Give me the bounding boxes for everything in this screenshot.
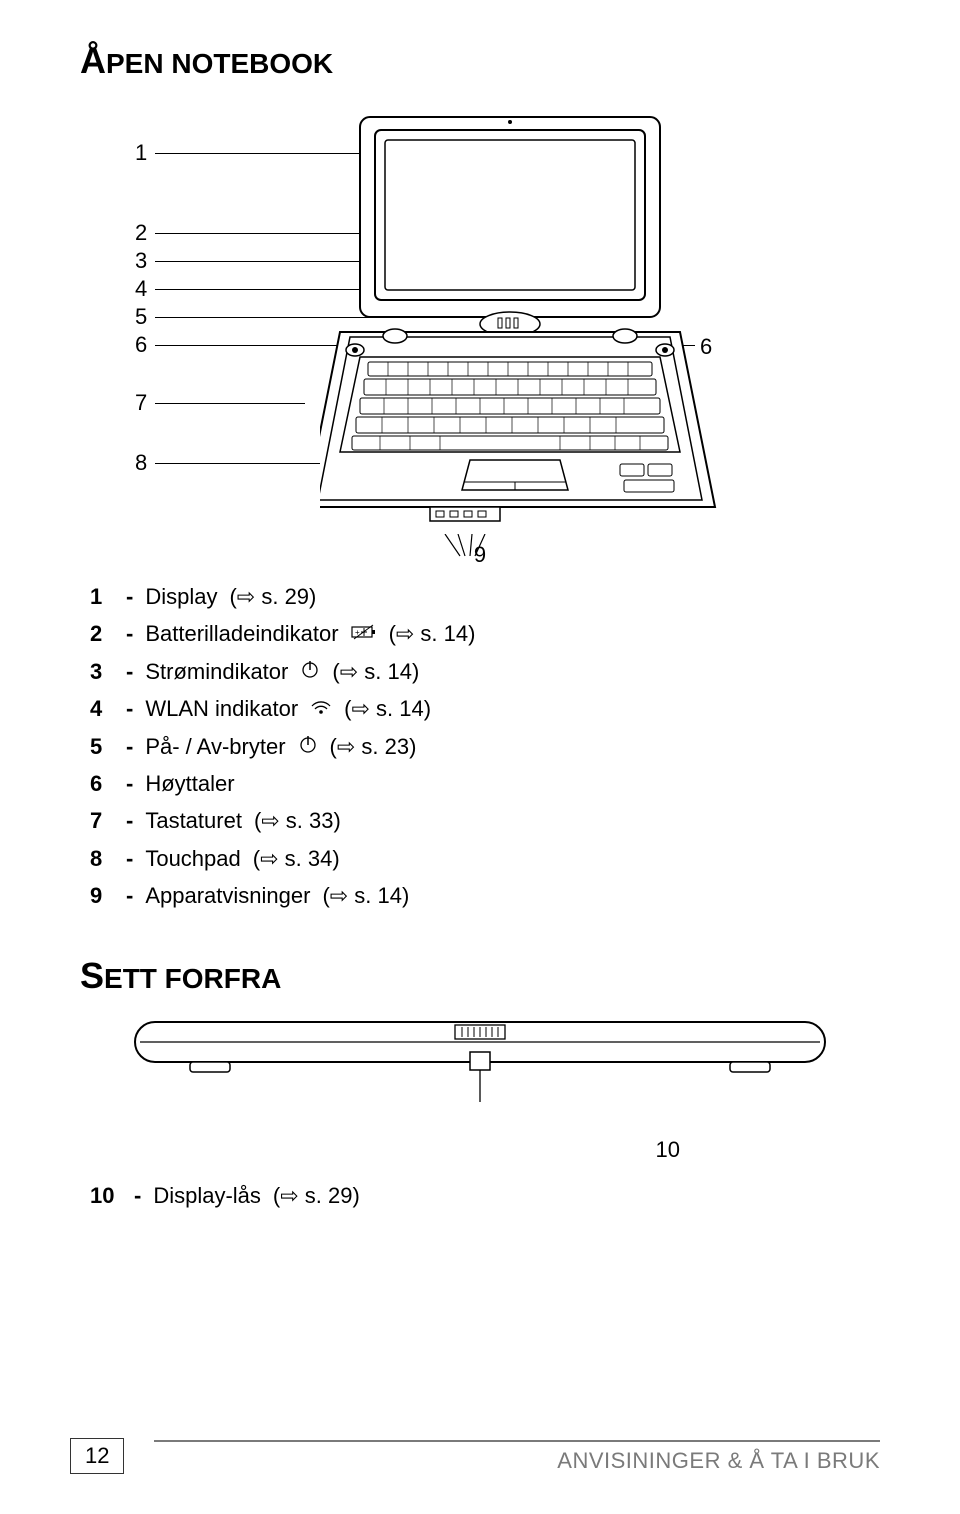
battery-icon: +: [351, 615, 377, 652]
section-title: ÅPEN NOTEBOOK: [80, 40, 880, 82]
legend-ref: (⇨ s. 33): [254, 802, 341, 839]
legend-item: 7 - Tastaturet (⇨ s. 33): [90, 802, 880, 839]
legend-num: 6: [90, 765, 114, 802]
dash: -: [126, 728, 133, 765]
legend-num: 2: [90, 615, 114, 652]
legend-item: 4 - WLAN indikator (⇨ s. 14): [90, 690, 880, 727]
open-notebook-diagram: 1 2 3 4 5 6 7 8 6: [80, 102, 880, 532]
dash: -: [126, 653, 133, 690]
leader-6l: [155, 345, 345, 346]
legend-item: 2 - Batterilladeindikator + (⇨ s. 14): [90, 615, 880, 652]
legend-text: Touchpad: [145, 840, 240, 877]
callout-6-left: 6: [135, 334, 147, 356]
legend-item: 3 - Strømindikator (⇨ s. 14): [90, 653, 880, 690]
legend-text: På- / Av-bryter: [145, 728, 285, 765]
legend-num: 9: [90, 877, 114, 914]
legend-num: 5: [90, 728, 114, 765]
legend-num: 7: [90, 802, 114, 839]
legend-text: Batterilladeindikator: [145, 615, 338, 652]
title-rest: PEN NOTEBOOK: [106, 48, 333, 79]
legend-ref: (⇨ s. 14): [322, 877, 409, 914]
legend-ref: (⇨ s. 29): [229, 578, 316, 615]
dash: -: [126, 840, 133, 877]
section-subtitle: SETT FORFRA: [80, 955, 880, 997]
manual-page: ÅPEN NOTEBOOK 1 2 3 4 5 6 7 8 6: [0, 0, 960, 1514]
legend-text: Display: [145, 578, 217, 615]
dash: -: [126, 578, 133, 615]
callout-1: 1: [135, 142, 147, 164]
dash: -: [134, 1183, 141, 1209]
legend-ref: (⇨ s. 34): [253, 840, 340, 877]
dash: -: [126, 877, 133, 914]
legend-text: Tastaturet: [145, 802, 242, 839]
legend-text: Strømindikator: [145, 653, 288, 690]
callout-5: 5: [135, 306, 147, 328]
title-first-letter: Å: [80, 40, 106, 81]
dash: -: [126, 765, 133, 802]
leader-7: [155, 403, 305, 404]
wlan-icon: [310, 690, 332, 727]
callout-7: 7: [135, 392, 147, 414]
callout-10-area: 10: [80, 1137, 880, 1163]
legend-item: 5 - På- / Av-bryter (⇨ s. 23): [90, 728, 880, 765]
footer-title: ANVISININGER & Å TA I BRUK: [154, 1440, 880, 1474]
callout-3: 3: [135, 250, 147, 272]
legend-item: 9 - Apparatvisninger (⇨ s. 14): [90, 877, 880, 914]
callout-9-area: 9: [80, 542, 880, 568]
legend-item: 1 - Display (⇨ s. 29): [90, 578, 880, 615]
subtitle-first-letter: S: [80, 955, 104, 996]
dash: -: [126, 802, 133, 839]
subtitle-rest: ETT FORFRA: [104, 963, 281, 994]
callout-8: 8: [135, 452, 147, 474]
legend-text: Display-lås: [153, 1183, 261, 1209]
legend-ref: (⇨ s. 29): [273, 1183, 360, 1209]
laptop-svg: [320, 112, 720, 532]
legend-item: 6 - Høyttaler: [90, 765, 880, 802]
power-icon: [300, 653, 320, 690]
legend-num: 8: [90, 840, 114, 877]
legend-ref: (⇨ s. 14): [389, 615, 476, 652]
legend-list: 1 - Display (⇨ s. 29) 2 - Batterilladein…: [90, 578, 880, 915]
dash: -: [126, 690, 133, 727]
callout-4: 4: [135, 278, 147, 300]
laptop-illustration: [320, 112, 720, 537]
legend-ref: (⇨ s. 14): [344, 690, 431, 727]
legend-num: 1: [90, 578, 114, 615]
front-view-svg: [130, 1017, 830, 1107]
callout-10: 10: [656, 1137, 680, 1162]
legend-num: 4: [90, 690, 114, 727]
front-view-diagram: [130, 1017, 830, 1107]
legend-ref: (⇨ s. 14): [332, 653, 419, 690]
leader-9-svg: [80, 534, 880, 564]
legend-item: 8 - Touchpad (⇨ s. 34): [90, 840, 880, 877]
legend-num: 10: [90, 1183, 122, 1209]
power-icon: [298, 728, 318, 765]
legend-text: WLAN indikator: [145, 690, 298, 727]
legend-text: Apparatvisninger: [145, 877, 310, 914]
callout-2: 2: [135, 222, 147, 244]
page-number: 12: [70, 1438, 124, 1474]
legend-item-10: 10 - Display-lås (⇨ s. 29): [90, 1183, 880, 1209]
page-footer: 12 ANVISININGER & Å TA I BRUK: [70, 1438, 880, 1474]
dash: -: [126, 615, 133, 652]
legend-num: 3: [90, 653, 114, 690]
legend-ref: (⇨ s. 23): [330, 728, 417, 765]
legend-text: Høyttaler: [145, 765, 234, 802]
